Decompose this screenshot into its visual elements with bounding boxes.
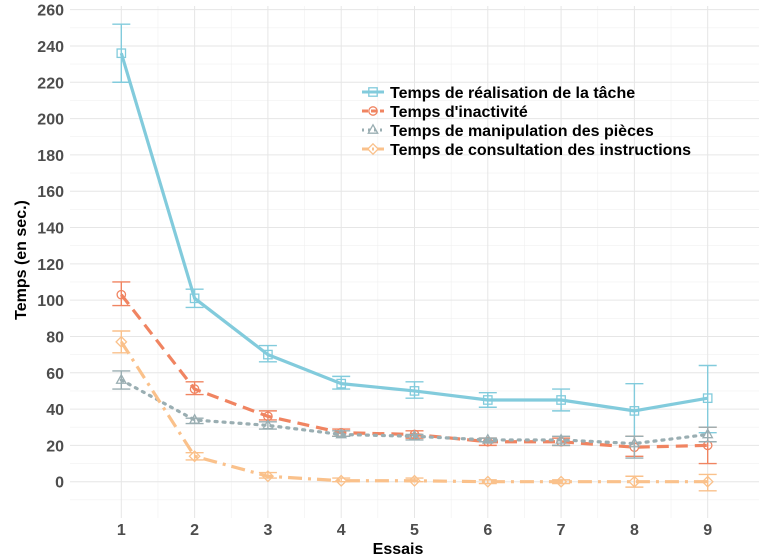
error-bar [112, 281, 131, 307]
series-line [119, 378, 710, 446]
x-tick-label: 3 [263, 522, 272, 539]
data-point [481, 433, 494, 444]
data-point [408, 474, 421, 487]
data-point [554, 475, 568, 488]
data-point [262, 418, 274, 430]
data-point [115, 335, 128, 349]
legend-item: Temps de manipulation des pièces [362, 123, 654, 140]
y-tick-label: 0 [55, 475, 64, 492]
data-point [335, 427, 348, 439]
x-tick-label: 1 [117, 522, 126, 539]
data-point [261, 470, 275, 483]
y-axis-title: Temps (en sec.) [13, 200, 30, 320]
series-line [119, 52, 708, 413]
data-point [116, 289, 127, 300]
legend-label: Temps de consultation des instructions [390, 142, 691, 159]
data-point [188, 413, 201, 424]
y-axis: 0 20 40 60 80 100 120 140 160 180 200 220 240 260 [37, 3, 64, 492]
data-point [335, 474, 348, 487]
data-point [702, 393, 713, 404]
series-line [119, 341, 708, 484]
series-group [112, 23, 717, 492]
data-point [482, 395, 493, 405]
legend-label: Temps de manipulation des pièces [390, 123, 654, 140]
error-bar [478, 479, 497, 485]
data-point [701, 475, 714, 488]
data-point [555, 433, 567, 444]
x-tick-label: 8 [630, 522, 639, 539]
y-tick-label: 140 [37, 221, 64, 238]
data-point [366, 142, 380, 156]
x-tick-label: 9 [703, 522, 712, 539]
legend-label: Temps d'inactivité [390, 104, 528, 121]
y-tick-label: 220 [37, 75, 64, 92]
data-point [368, 106, 378, 116]
y-tick-label: 80 [46, 329, 64, 346]
data-point [481, 475, 494, 488]
data-point [188, 450, 201, 463]
legend-item: Temps de consultation des instructions [362, 142, 691, 159]
data-point [701, 427, 714, 439]
y-tick-label: 120 [37, 257, 64, 274]
data-point [367, 123, 379, 134]
error-bar [185, 451, 204, 461]
x-axis-title: Essais [373, 541, 424, 558]
data-point [409, 386, 420, 396]
legend-item: Temps d'inactivité [362, 104, 528, 121]
data-point [263, 349, 273, 360]
y-tick-label: 20 [46, 438, 64, 455]
x-tick-label: 7 [557, 522, 566, 539]
legend: Temps de réalisation de la tâche Temps d'… [362, 85, 691, 159]
x-tick-label: 6 [483, 522, 492, 539]
y-tick-label: 160 [37, 184, 64, 201]
data-point [556, 395, 566, 405]
y-tick-label: 180 [37, 148, 64, 165]
y-tick-label: 200 [37, 112, 64, 129]
data-point [189, 293, 200, 304]
data-point [628, 437, 641, 448]
x-tick-label: 2 [190, 522, 199, 539]
legend-label: Temps de réalisation de la tâche [390, 85, 635, 102]
x-tick-label: 4 [337, 522, 346, 539]
y-tick-label: 260 [37, 3, 64, 20]
series-4 [112, 330, 717, 492]
x-axis: 1 2 3 4 5 6 7 8 9 [117, 522, 712, 539]
legend-item: Temps de réalisation de la tâche [362, 85, 635, 102]
series-3 [112, 370, 717, 459]
x-tick-label: 5 [410, 522, 419, 539]
y-tick-label: 40 [46, 402, 64, 419]
data-point [116, 48, 127, 59]
series-1 [112, 23, 717, 437]
y-tick-label: 60 [46, 366, 64, 383]
data-point [368, 87, 378, 97]
y-tick-label: 240 [37, 39, 64, 56]
data-point [189, 384, 200, 394]
data-point [629, 406, 640, 416]
y-tick-label: 100 [37, 293, 64, 310]
data-point [408, 429, 421, 441]
data-point [115, 373, 128, 384]
data-point [628, 475, 641, 488]
data-point [336, 378, 347, 389]
